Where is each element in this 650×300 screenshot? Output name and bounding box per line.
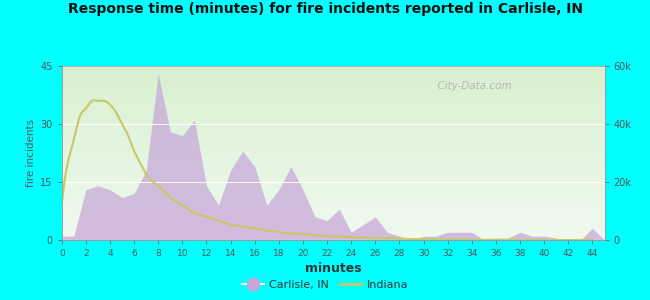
X-axis label: minutes: minutes — [305, 262, 361, 275]
Y-axis label: fire incidents: fire incidents — [26, 119, 36, 187]
Text: Response time (minutes) for fire incidents reported in Carlisle, IN: Response time (minutes) for fire inciden… — [68, 2, 582, 16]
Text: City-Data.com: City-Data.com — [431, 81, 512, 91]
Legend: Carlisle, IN, Indiana: Carlisle, IN, Indiana — [238, 276, 412, 294]
